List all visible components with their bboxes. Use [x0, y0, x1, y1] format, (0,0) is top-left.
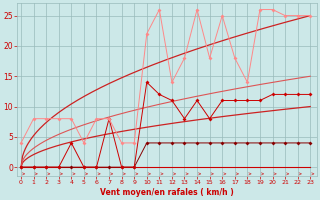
X-axis label: Vent moyen/en rafales ( km/h ): Vent moyen/en rafales ( km/h ) [100, 188, 234, 197]
